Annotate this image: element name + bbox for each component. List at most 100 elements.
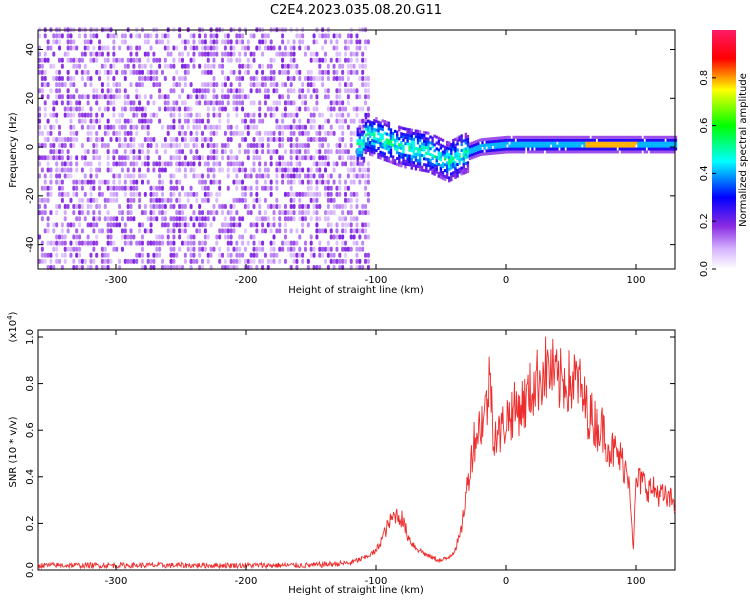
spectrogram-cell	[364, 179, 368, 185]
spectrogram-cell	[485, 137, 488, 141]
spectrogram-cell	[126, 45, 130, 51]
spectrogram-cell	[626, 141, 630, 145]
spectrogram-cell	[172, 136, 176, 142]
spectrogram-cell	[321, 228, 325, 234]
spectrogram-cell	[272, 210, 276, 216]
spectrogram-cell	[545, 138, 549, 142]
spectrogram-cell	[321, 112, 325, 118]
spectrogram-cell	[448, 153, 451, 157]
spectrogram-cell	[309, 112, 313, 118]
spectrogram-cell	[454, 149, 457, 153]
spectrogram-cell	[295, 33, 299, 39]
spectrogram-cell	[587, 138, 590, 142]
spectrogram-cell	[504, 141, 507, 145]
spectrogram-cell	[60, 252, 64, 258]
spectrogram-cell	[389, 160, 393, 164]
spectrogram-cell	[181, 216, 184, 222]
spectrogram-cell	[464, 167, 468, 171]
spectrogram-cell	[215, 112, 219, 118]
spectrogram-cell	[286, 75, 290, 81]
spectrogram-cell	[278, 228, 282, 234]
spectrogram-cell	[169, 185, 173, 191]
spectrogram-cell	[163, 216, 167, 222]
spectrogram-cell	[537, 141, 540, 145]
spectrogram-cell	[226, 136, 230, 142]
spectrogram-cell	[318, 155, 322, 161]
spectrogram-cell	[298, 88, 302, 94]
spectrogram-cell	[69, 155, 73, 161]
spectrogram-cell	[241, 39, 245, 45]
spectrogram-cell	[40, 82, 44, 88]
spectrogram-cell	[535, 141, 538, 145]
spectrogram-cell	[98, 75, 102, 81]
spectrogram-cell	[112, 161, 116, 167]
spectrogram-cell	[562, 144, 565, 148]
spectrogram-cell	[106, 185, 110, 191]
spectrogram-cell	[543, 147, 547, 151]
spectrogram-cell	[612, 150, 615, 154]
spectrogram-cell	[98, 179, 102, 185]
spectrogram-cell	[106, 51, 110, 57]
spectrogram-cell	[358, 118, 362, 124]
spectrogram-cell	[103, 252, 107, 258]
spectrogram-cell	[212, 112, 216, 118]
spectrogram-frame	[37, 29, 676, 270]
spectrogram-cell	[283, 106, 287, 112]
spectrogram-cell	[281, 161, 285, 167]
spectrogram-cell	[252, 246, 256, 252]
spectrogram-cell	[452, 147, 455, 151]
spectrogram-cell	[89, 252, 93, 258]
spectrogram-cell	[649, 147, 653, 151]
spectrogram-cell	[58, 45, 62, 51]
spectrogram-cell	[129, 210, 133, 216]
figure-title: C2E4.2023.035.08.20.G11	[270, 3, 442, 18]
spectrogram-cell	[120, 106, 124, 112]
spectrogram-cell	[149, 228, 153, 234]
spectrogram-cell	[639, 147, 642, 151]
spectrogram-cell	[69, 143, 73, 149]
spectrogram-cell	[489, 140, 493, 144]
spectrogram-cell	[298, 216, 302, 222]
spectrogram-cell	[410, 160, 413, 164]
spectrogram-cell	[301, 210, 305, 216]
snr-y-ticks: 0.00.20.40.60.81.0	[25, 329, 675, 578]
spectrogram-cell	[306, 222, 310, 228]
spectrogram-cell	[329, 106, 333, 112]
spectrogram-cell	[212, 39, 216, 45]
spectrogram-cell	[301, 216, 305, 222]
spectrogram-cell	[366, 148, 370, 152]
spectrogram-cell	[389, 140, 393, 144]
spectrogram-cell	[439, 167, 443, 171]
spectrogram-cell	[641, 147, 644, 151]
spectrogram-cell	[281, 136, 285, 142]
spectrogram-cell	[55, 210, 59, 216]
spectrogram-cell	[292, 39, 296, 45]
spectrogram-cell	[189, 191, 193, 197]
spectrogram-cell	[568, 141, 572, 145]
spectrogram-cell	[189, 185, 193, 191]
spectrogram-cell	[241, 167, 245, 173]
spectrogram-cell	[443, 157, 447, 161]
spectrogram-cell	[497, 145, 501, 149]
spectrogram-cell	[106, 216, 110, 222]
spectrogram-cell	[289, 143, 293, 149]
spectrogram-cell	[437, 157, 441, 161]
spectrogram-cell	[80, 179, 84, 185]
spectrogram-cell	[212, 94, 216, 100]
spectrogram-cell	[373, 127, 376, 131]
spectrogram-cell	[464, 135, 468, 139]
spectrogram-cell	[109, 88, 113, 94]
spectrogram-cell	[129, 82, 133, 88]
spectrogram-cell	[243, 51, 247, 57]
spectrogram-cell	[115, 216, 119, 222]
spectrogram-cell	[338, 234, 342, 240]
spectrogram-cell	[58, 88, 62, 94]
spectrogram-cell	[495, 136, 499, 140]
spectrogram-cell	[106, 222, 110, 228]
spectrogram-cell	[149, 185, 153, 191]
spectrogram-cell	[212, 33, 216, 39]
spectrogram-cell	[539, 147, 542, 151]
spectrogram-cell	[38, 118, 41, 124]
spectrogram-cell	[298, 204, 302, 210]
spectrogram-cell	[303, 191, 307, 197]
